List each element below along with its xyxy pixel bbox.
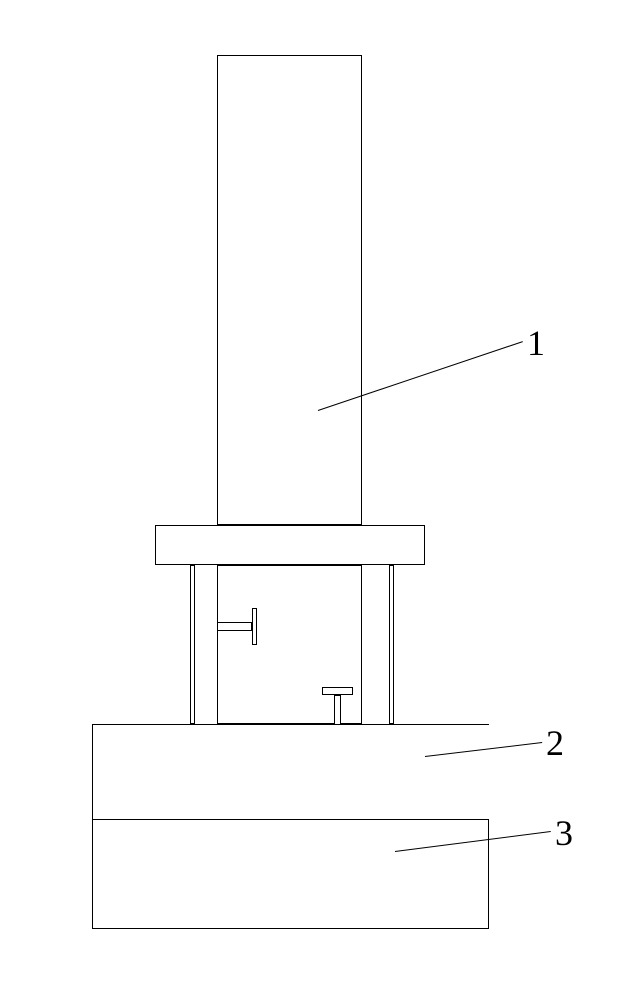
base-upper-block [92, 724, 489, 821]
left-bracket-flange [252, 608, 257, 645]
label-3: 3 [555, 812, 573, 854]
base-lower-block [92, 819, 489, 929]
right-bolt-head [322, 687, 353, 695]
label-1: 1 [527, 322, 545, 364]
cap-plate [155, 525, 425, 565]
right-bolt-stem [334, 695, 341, 725]
label-2: 2 [546, 722, 564, 764]
left-leg [190, 565, 195, 724]
left-bracket-stem [217, 622, 252, 631]
top-column [217, 55, 362, 525]
right-leg [389, 565, 394, 724]
